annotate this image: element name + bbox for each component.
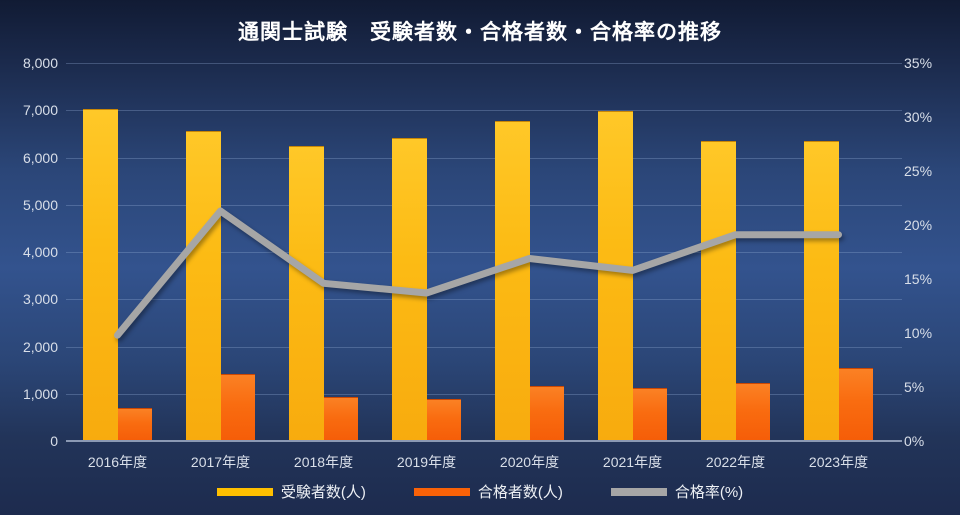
legend-label: 受験者数(人): [280, 484, 366, 501]
pass-rate-polyline: [114, 207, 842, 339]
gridline: [66, 393, 902, 395]
plot-area: [66, 63, 902, 442]
bar-passers-2018年度: [323, 397, 358, 441]
y-tick-label-right: 5%: [904, 379, 925, 395]
bar-passers-2021年度: [632, 388, 667, 441]
x-category-label: 2019年度: [396, 454, 457, 470]
y-tick-label-left: 4,000: [22, 244, 58, 260]
bar-passers-2020年度: [529, 386, 564, 441]
legend: 受験者数(人) 合格者数(人) 合格率(%): [0, 481, 960, 502]
y-tick-label-left: 0: [50, 433, 58, 449]
x-category-label: 2023年度: [808, 454, 869, 470]
x-axis-line: [66, 440, 902, 442]
y-tick-label-right: 20%: [904, 217, 933, 233]
bar-passers-2023年度: [838, 367, 873, 441]
gridline: [66, 63, 902, 64]
legend-item: 合格者数(人): [413, 481, 563, 502]
y-tick-label-right: 10%: [904, 325, 933, 341]
chart-title: 通関士試験 受験者数・合格者数・合格率の推移: [238, 21, 722, 44]
legend-swatch: [610, 487, 667, 496]
bar-examinees-2017年度: [185, 131, 221, 441]
y-tick-label-left: 2,000: [22, 338, 58, 355]
y-tick-label-left: 3,000: [22, 291, 58, 308]
bar-examinees-2021年度: [597, 111, 633, 441]
y-tick-label-left: 8,000: [22, 55, 58, 71]
gridline: [66, 299, 902, 301]
y-tick-label-left: 5,000: [22, 196, 58, 213]
gridline: [66, 252, 902, 253]
legend-swatch: [413, 487, 470, 496]
y-tick-label-left: 1,000: [22, 385, 58, 402]
x-category-label: 2020年度: [499, 454, 560, 470]
pass-rate-line: [114, 207, 842, 339]
gridline: [66, 204, 902, 206]
bar-examinees-2020年度: [494, 121, 530, 441]
bar-examinees-2018年度: [288, 146, 324, 441]
bar-passers-2017年度: [220, 374, 255, 441]
y-tick-label-left: 6,000: [22, 149, 58, 166]
y-tick-label-left: 7,000: [22, 102, 58, 119]
bar-examinees-2016年度: [82, 109, 118, 441]
x-category-label: 2017年度: [190, 454, 251, 470]
x-category-label: 2022年度: [705, 454, 766, 470]
bar-passers-2022年度: [735, 382, 770, 441]
y-tick-label-right: 35%: [904, 55, 933, 71]
y-tick-label-right: 0%: [904, 433, 925, 449]
x-category-label: 2021年度: [602, 454, 663, 470]
bar-passers-2016年度: [117, 407, 152, 441]
gridline: [66, 157, 902, 159]
bar-examinees-2023年度: [803, 140, 839, 441]
legend-swatch: [216, 487, 273, 496]
legend-item: 受験者数(人): [216, 481, 366, 502]
bar-passers-2019年度: [426, 398, 461, 441]
legend-label: 合格者数(人): [477, 484, 563, 501]
y-tick-label-right: 30%: [904, 109, 933, 125]
x-category-label: 2016年度: [87, 454, 148, 470]
y-tick-label-right: 15%: [904, 271, 933, 287]
legend-item: 合格率(%): [610, 481, 744, 502]
gridline: [66, 346, 902, 348]
bar-examinees-2022年度: [700, 140, 736, 441]
x-category-label: 2018年度: [293, 454, 354, 470]
y-tick-label-right: 25%: [904, 163, 933, 179]
legend-label: 合格率(%): [674, 484, 744, 501]
gridline: [66, 110, 902, 112]
